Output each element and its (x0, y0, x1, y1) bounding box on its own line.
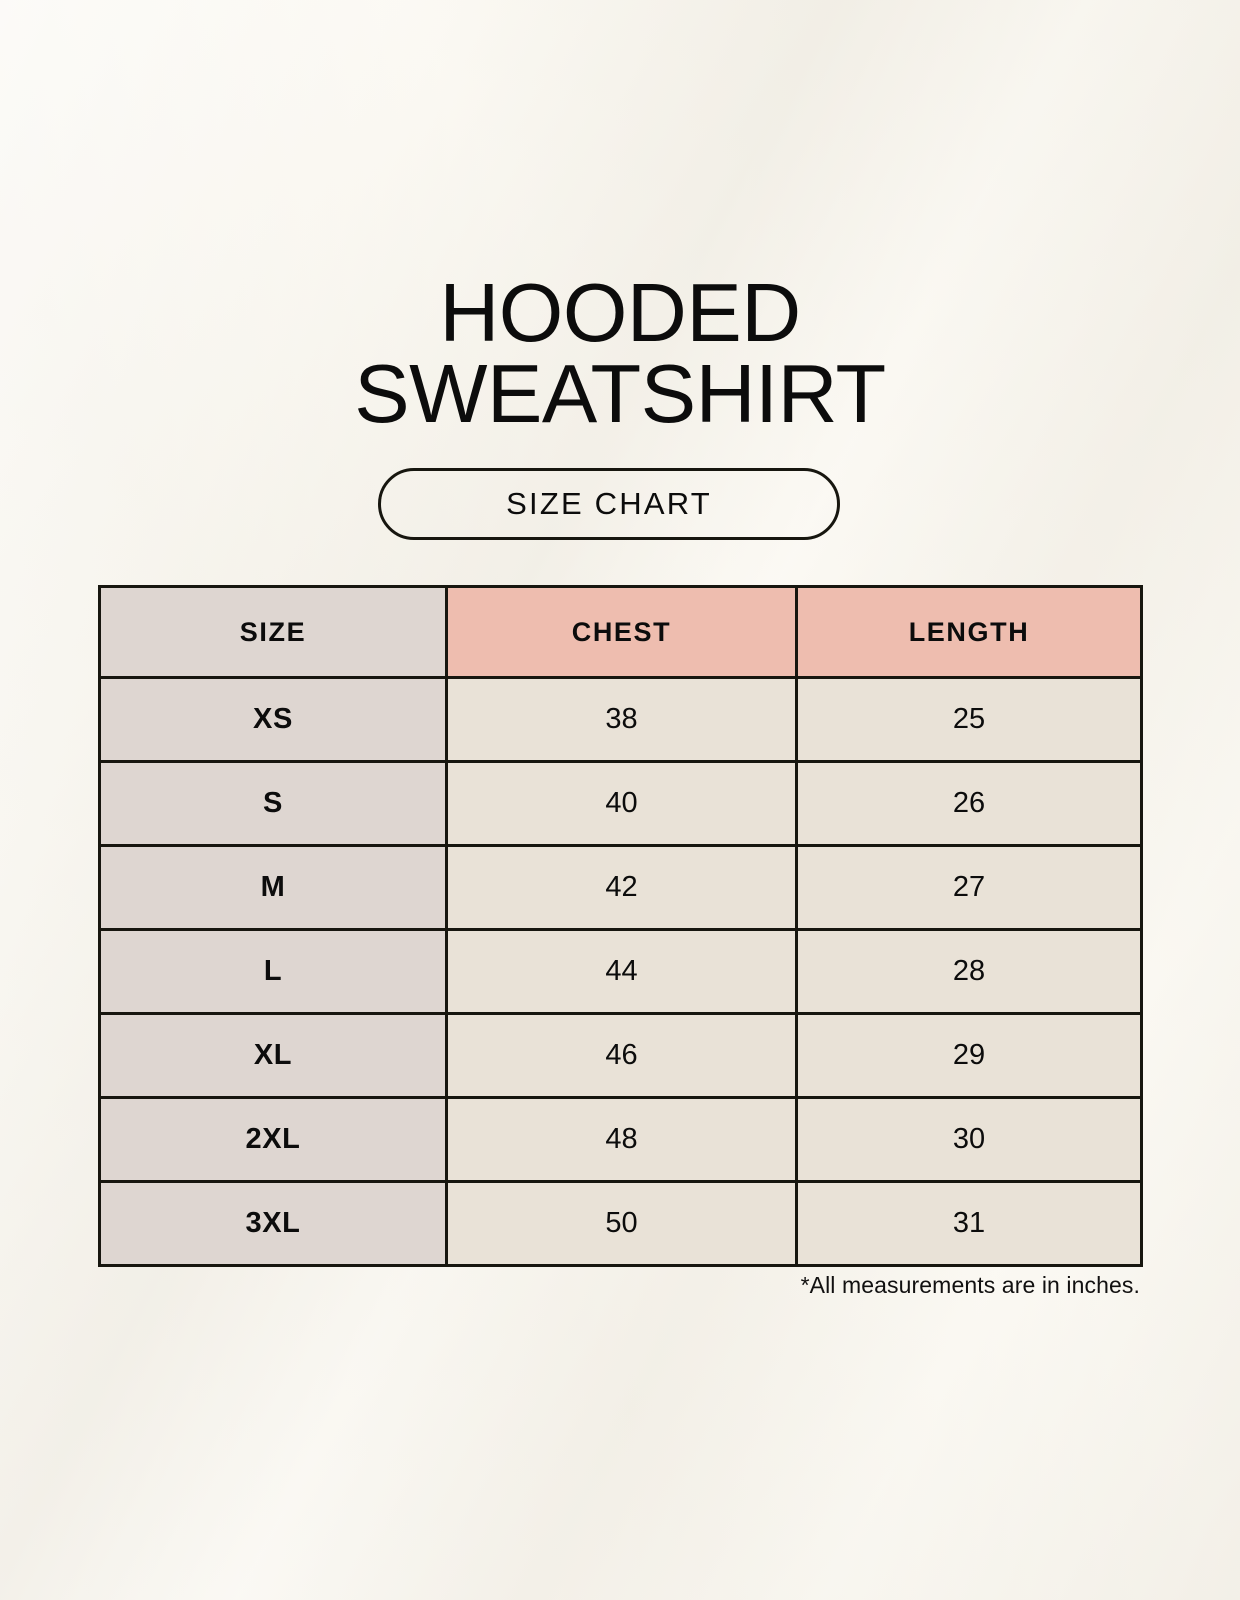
table-row: XS 38 25 (98, 676, 1143, 763)
cell-chest: 42 (445, 844, 798, 931)
table-row: M 42 27 (98, 844, 1143, 931)
cell-chest: 46 (445, 1012, 798, 1099)
table-header: SIZE CHEST LENGTH (98, 585, 1143, 679)
cell-size: 2XL (98, 1096, 448, 1183)
cell-chest: 38 (445, 676, 798, 763)
cell-length: 27 (795, 844, 1143, 931)
table-header-row: SIZE CHEST LENGTH (98, 585, 1143, 679)
table-row: L 44 28 (98, 928, 1143, 1015)
cell-chest: 40 (445, 760, 798, 847)
cell-length: 31 (795, 1180, 1143, 1267)
cell-chest: 44 (445, 928, 798, 1015)
cell-size: S (98, 760, 448, 847)
table-row: 3XL 50 31 (98, 1180, 1143, 1267)
page-title: HOODED SWEATSHIRT (354, 266, 886, 441)
column-header-chest: CHEST (445, 585, 798, 679)
cell-chest: 50 (445, 1180, 798, 1267)
cell-size: XL (98, 1012, 448, 1099)
size-chart-badge-label: SIZE CHART (506, 486, 712, 521)
size-chart-badge: SIZE CHART (378, 468, 840, 540)
cell-length: 28 (795, 928, 1143, 1015)
table-row: XL 46 29 (98, 1012, 1143, 1099)
table-row: S 40 26 (98, 760, 1143, 847)
cell-size: M (98, 844, 448, 931)
size-chart-table-wrapper: SIZE CHEST LENGTH XS 38 25 S 40 26 M (98, 585, 1143, 1267)
table-row: 2XL 48 30 (98, 1096, 1143, 1183)
cell-chest: 48 (445, 1096, 798, 1183)
cell-length: 26 (795, 760, 1143, 847)
size-chart-table: SIZE CHEST LENGTH XS 38 25 S 40 26 M (98, 585, 1143, 1267)
column-header-size: SIZE (98, 585, 448, 679)
measurements-footnote: *All measurements are in inches. (800, 1272, 1140, 1298)
column-header-length: LENGTH (795, 585, 1143, 679)
cell-length: 30 (795, 1096, 1143, 1183)
cell-size: 3XL (98, 1180, 448, 1267)
table-body: XS 38 25 S 40 26 M 42 27 L 44 28 (98, 676, 1143, 1267)
cell-size: L (98, 928, 448, 1015)
cell-size: XS (98, 676, 448, 763)
cell-length: 25 (795, 676, 1143, 763)
cell-length: 29 (795, 1012, 1143, 1099)
